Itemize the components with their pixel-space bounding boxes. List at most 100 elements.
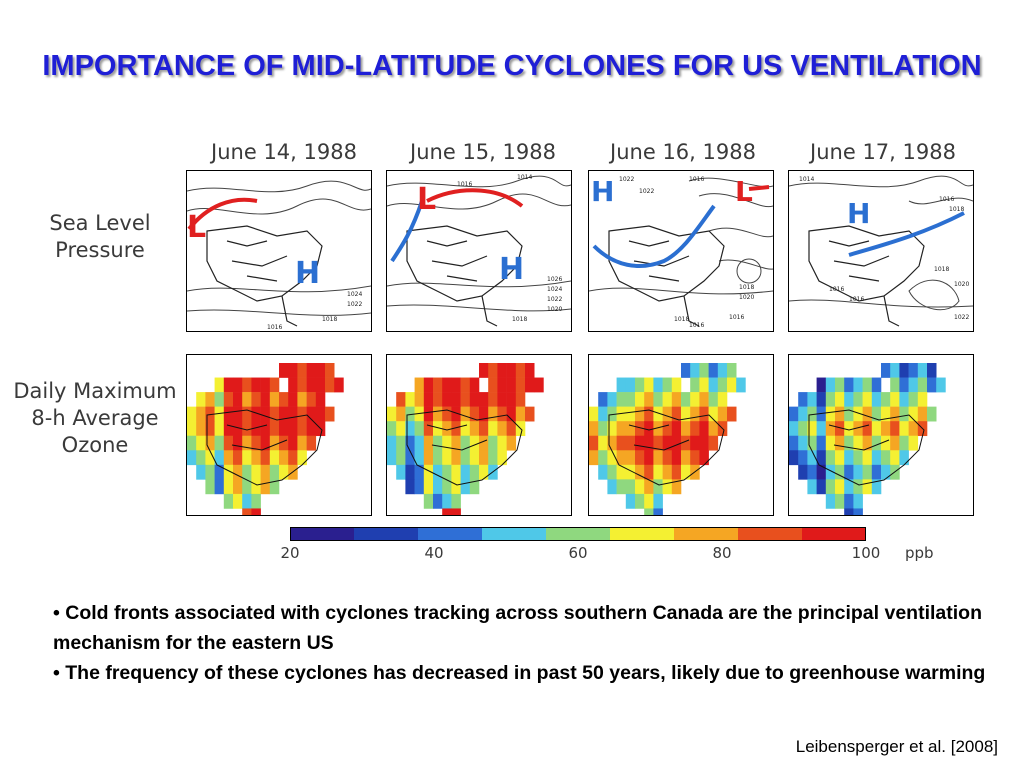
ozone-cell — [699, 406, 709, 422]
ozone-cell — [469, 406, 480, 422]
ozone-cell — [699, 363, 709, 378]
ozone-cell — [607, 435, 617, 451]
ozone-cell — [890, 435, 900, 451]
ozone-cell — [233, 450, 243, 466]
ozone-cell — [306, 421, 317, 437]
high-marker-2: H — [499, 252, 524, 287]
ozone-cell — [844, 479, 854, 495]
ozone-cell — [616, 450, 627, 466]
svg-text:1022: 1022 — [347, 301, 362, 308]
ozone-cell — [625, 450, 636, 466]
ozone-cell — [807, 479, 817, 495]
ozone-cell — [598, 392, 608, 407]
ozone-cell — [653, 508, 663, 515]
ozone-cell — [423, 493, 434, 509]
ozone-cell — [242, 508, 252, 515]
ozone-cell — [325, 406, 335, 422]
ozone-cell — [708, 363, 719, 378]
ozone-cell — [853, 493, 863, 509]
ozone-cell — [279, 406, 289, 422]
bullet-1: • Cold fronts associated with cyclones t… — [53, 602, 982, 654]
ozone-cell — [233, 493, 243, 509]
colorbar-unit: ppb — [905, 544, 934, 562]
ozone-cell — [881, 392, 891, 407]
ozone-cell — [671, 377, 682, 393]
ozone-cell — [297, 435, 307, 451]
ozone-cell — [451, 377, 461, 393]
ozone-cell — [214, 406, 225, 422]
ozone-cell — [288, 392, 298, 407]
ozone-cell — [853, 406, 863, 422]
ozone-cell — [625, 435, 636, 451]
ozone-cell — [789, 435, 799, 451]
date-label-2: June 15, 1988 — [410, 140, 556, 164]
ozone-cell — [835, 435, 845, 451]
ozone-cell — [251, 392, 261, 407]
ozone-cell — [789, 421, 799, 437]
svg-text:1016: 1016 — [939, 196, 954, 203]
svg-text:1016: 1016 — [457, 181, 472, 188]
ozone-cell — [936, 377, 946, 393]
colorbar-swatch — [738, 527, 803, 541]
ozone-cell — [871, 435, 882, 451]
ozone-cell — [506, 377, 517, 393]
ozone-cell — [315, 392, 326, 407]
ozone-cell — [825, 421, 836, 437]
ozone-cell — [671, 464, 682, 480]
ozone-cell — [871, 450, 882, 466]
ozone-cell — [214, 479, 225, 495]
ozone-cell — [607, 464, 617, 480]
ozone-cell — [635, 421, 645, 437]
svg-text:1018: 1018 — [934, 266, 949, 273]
ozone-cell — [260, 406, 271, 422]
ozone-cell — [469, 421, 480, 437]
ozone-cell — [405, 435, 415, 451]
ozone-cell — [497, 363, 507, 378]
ozone-cell — [479, 406, 489, 422]
ozone-cell — [423, 377, 434, 393]
ozone-cell — [233, 406, 243, 422]
ozone-cell — [442, 493, 452, 509]
ozone-cell — [288, 421, 298, 437]
ozone-cell — [853, 421, 863, 437]
ozone-cell — [297, 421, 307, 437]
ozone-cell — [917, 363, 928, 378]
ozone-cell — [433, 493, 443, 509]
ozone-cell — [690, 421, 700, 437]
ozone-cell — [825, 479, 836, 495]
ozone-cell — [442, 406, 452, 422]
ozone-cell — [479, 392, 489, 407]
svg-text:1018: 1018 — [322, 316, 337, 323]
ozone-cell — [862, 479, 873, 495]
high-marker-4: H — [847, 197, 870, 230]
low-marker-1: L — [187, 210, 206, 245]
ozone-cell — [662, 479, 673, 495]
ozone-cell — [269, 435, 280, 451]
ozone-cell — [653, 479, 663, 495]
ozone-cell — [807, 435, 817, 451]
ozone-cell — [899, 377, 909, 393]
ozone-cell — [862, 392, 873, 407]
ozone-cell — [862, 421, 873, 437]
ozone-cell — [497, 406, 507, 422]
ozone-cell — [625, 406, 636, 422]
ozone-cell — [607, 406, 617, 422]
ozone-cell — [251, 479, 261, 495]
ozone-cell — [205, 479, 215, 495]
ozone-cell — [506, 392, 517, 407]
ozone-cell — [423, 406, 434, 422]
pressure-map-3: H L 1022 1022 1016 1018 1020 1016 1018 1… — [588, 170, 774, 332]
ozone-cell — [433, 464, 443, 480]
svg-text:1024: 1024 — [547, 286, 562, 293]
ozone-cell — [598, 421, 608, 437]
ozone-cell — [433, 377, 443, 393]
ozone-cell — [260, 450, 271, 466]
ozone-cell — [515, 377, 526, 393]
ozone-cell — [479, 450, 489, 466]
ozone-cell — [699, 377, 709, 393]
ozone-cell — [662, 377, 673, 393]
ozone-cell — [260, 435, 271, 451]
ozone-cell — [196, 450, 206, 466]
colorbar-tick-60: 60 — [568, 544, 588, 562]
svg-text:1018: 1018 — [674, 316, 689, 323]
